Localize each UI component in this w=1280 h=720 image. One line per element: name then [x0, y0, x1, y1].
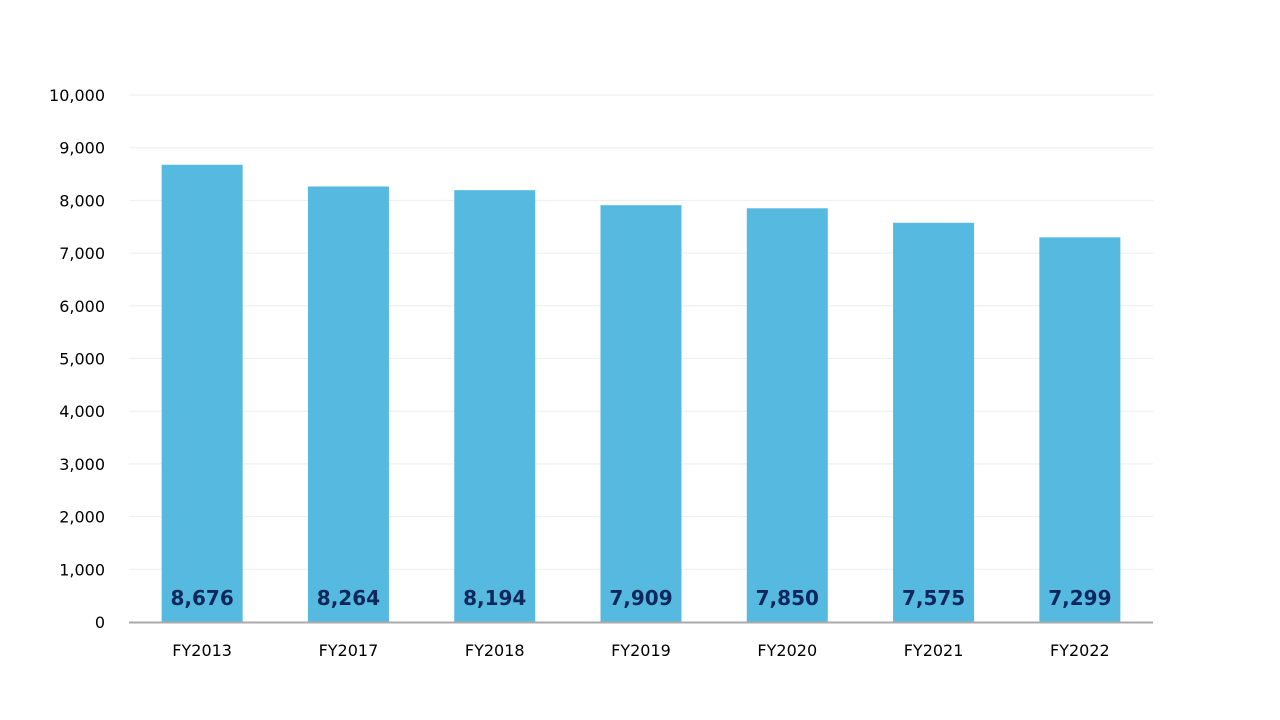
x-tick-label: FY2021 [904, 641, 964, 660]
x-axis: FY2013 FY2017 FY2018 FY2019 FY2020 FY2021 FY20… [129, 621, 1153, 660]
bar [307, 186, 389, 623]
y-tick-label: 10,000 [49, 86, 105, 105]
y-tick-label: 2,000 [59, 508, 105, 527]
bar [600, 205, 682, 623]
x-tick-label: FY2018 [465, 641, 525, 660]
y-tick-label: 1,000 [59, 560, 105, 579]
bar [746, 208, 828, 622]
bar [1039, 237, 1121, 622]
x-tick-label: FY2022 [1050, 641, 1110, 660]
y-tick-label: 4,000 [59, 402, 105, 421]
data-label: 7,909 [609, 586, 672, 610]
data-label: 7,850 [756, 586, 819, 610]
y-tick-label: 3,000 [59, 455, 105, 474]
x-tick-label: FY2020 [757, 641, 817, 660]
bar [454, 190, 536, 622]
bar [161, 164, 243, 623]
data-label: 7,575 [902, 586, 965, 610]
y-tick-label: 6,000 [59, 297, 105, 316]
x-tick-label: FY2017 [319, 641, 379, 660]
y-tick-label: 9,000 [59, 139, 105, 158]
y-axis: 0 1,000 2,000 3,000 4,000 5,000 6,000 7,000 8,00… [49, 86, 105, 632]
x-tick-label: FY2013 [172, 641, 232, 660]
bars: 8,676 8,264 8,194 7,909 7,850 7,575 7,299 [161, 164, 1121, 623]
data-label: 8,194 [463, 586, 526, 610]
y-tick-label: 5,000 [59, 350, 105, 369]
data-label: 7,299 [1048, 586, 1111, 610]
y-tick-label: 7,000 [59, 244, 105, 263]
data-label: 8,676 [171, 586, 234, 610]
bar [893, 222, 975, 623]
x-tick-label: FY2019 [611, 641, 671, 660]
y-tick-label: 0 [95, 613, 105, 632]
data-label: 8,264 [317, 586, 380, 610]
y-tick-label: 8,000 [59, 191, 105, 210]
